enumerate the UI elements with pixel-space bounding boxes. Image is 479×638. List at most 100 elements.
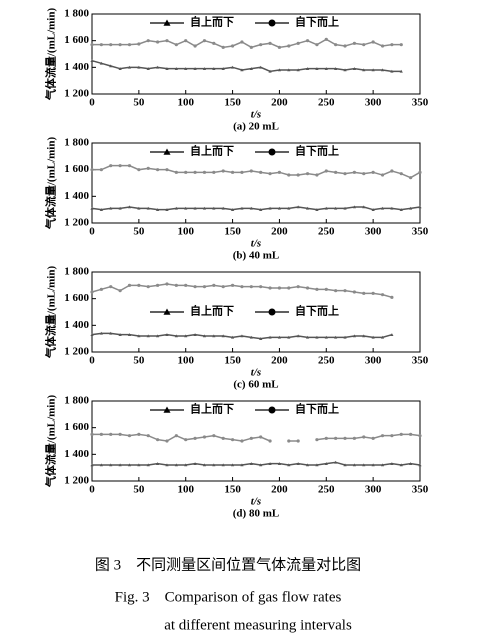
point xyxy=(240,68,244,72)
point xyxy=(146,39,150,43)
series-line xyxy=(92,38,402,49)
plot-frame xyxy=(91,271,421,353)
point xyxy=(184,438,188,442)
point xyxy=(409,176,413,180)
point xyxy=(371,436,375,440)
legend-marker xyxy=(268,406,276,414)
plot-frame xyxy=(91,13,421,95)
point xyxy=(380,335,385,339)
point xyxy=(90,290,94,294)
point xyxy=(362,68,366,72)
point xyxy=(156,334,160,338)
point xyxy=(109,206,113,210)
point xyxy=(418,463,422,467)
legend-marker xyxy=(163,19,171,26)
point xyxy=(156,208,160,211)
point xyxy=(277,462,282,465)
point xyxy=(202,206,207,210)
point xyxy=(212,334,216,338)
point xyxy=(90,59,94,62)
point xyxy=(230,438,235,442)
point xyxy=(268,206,272,210)
x-tick-label: 0 xyxy=(89,226,95,238)
point xyxy=(90,43,94,47)
point xyxy=(305,335,310,339)
point xyxy=(380,68,385,72)
point xyxy=(249,436,253,440)
point xyxy=(399,432,403,436)
point xyxy=(118,206,122,210)
point xyxy=(99,463,103,467)
point xyxy=(193,285,197,289)
point xyxy=(146,434,150,438)
point xyxy=(99,287,103,291)
plot-frame xyxy=(91,400,421,482)
point xyxy=(277,206,282,210)
point xyxy=(221,436,225,440)
point xyxy=(399,69,403,73)
point xyxy=(240,439,244,443)
point xyxy=(259,208,263,211)
point xyxy=(118,432,122,436)
point xyxy=(249,462,253,465)
point xyxy=(165,333,169,336)
point xyxy=(156,65,160,69)
point xyxy=(193,206,197,210)
point xyxy=(352,41,356,45)
point xyxy=(334,460,338,464)
point xyxy=(399,463,403,467)
point xyxy=(90,168,94,172)
point xyxy=(240,206,244,210)
point xyxy=(202,39,207,43)
point xyxy=(371,335,375,339)
point xyxy=(352,170,356,174)
y-tick-label: 1 200 xyxy=(64,88,89,100)
point xyxy=(118,463,122,467)
x-tick-label: 250 xyxy=(318,226,335,238)
point xyxy=(109,285,113,289)
point xyxy=(249,45,253,49)
caption-cn: 图 3 不同测量区间位置气体流量对比图 xyxy=(95,556,361,573)
y-tick-label: 1 800 xyxy=(64,266,89,278)
point xyxy=(212,170,216,174)
y-tick-label: 1 200 xyxy=(64,217,89,229)
point xyxy=(174,463,178,467)
point xyxy=(240,463,244,467)
point xyxy=(156,462,160,465)
point xyxy=(362,172,366,176)
point xyxy=(268,69,272,73)
series-line xyxy=(92,433,271,442)
point xyxy=(371,208,375,211)
point xyxy=(184,283,188,287)
point xyxy=(174,43,178,47)
x-tick-label: 150 xyxy=(224,355,241,367)
x-tick-label: 200 xyxy=(271,226,288,238)
point xyxy=(390,43,394,47)
point xyxy=(362,205,366,209)
point xyxy=(174,206,178,210)
point xyxy=(362,291,366,295)
point xyxy=(137,168,141,172)
point xyxy=(193,67,197,70)
point xyxy=(99,43,103,47)
point xyxy=(390,434,394,438)
point xyxy=(352,436,356,440)
point xyxy=(390,169,394,173)
point xyxy=(127,205,132,209)
point xyxy=(165,67,169,70)
point xyxy=(109,331,113,335)
point xyxy=(390,333,394,336)
point xyxy=(249,169,253,173)
point xyxy=(380,463,385,467)
point xyxy=(137,334,141,338)
point xyxy=(212,67,216,70)
point xyxy=(390,462,394,465)
point xyxy=(371,40,375,44)
point xyxy=(249,67,253,70)
x-tick-label: 250 xyxy=(318,484,335,496)
point xyxy=(174,170,178,174)
point xyxy=(127,164,132,168)
legend-label: 自下而上 xyxy=(295,15,339,29)
x-tick-label: 350 xyxy=(412,226,429,238)
point xyxy=(352,334,356,338)
